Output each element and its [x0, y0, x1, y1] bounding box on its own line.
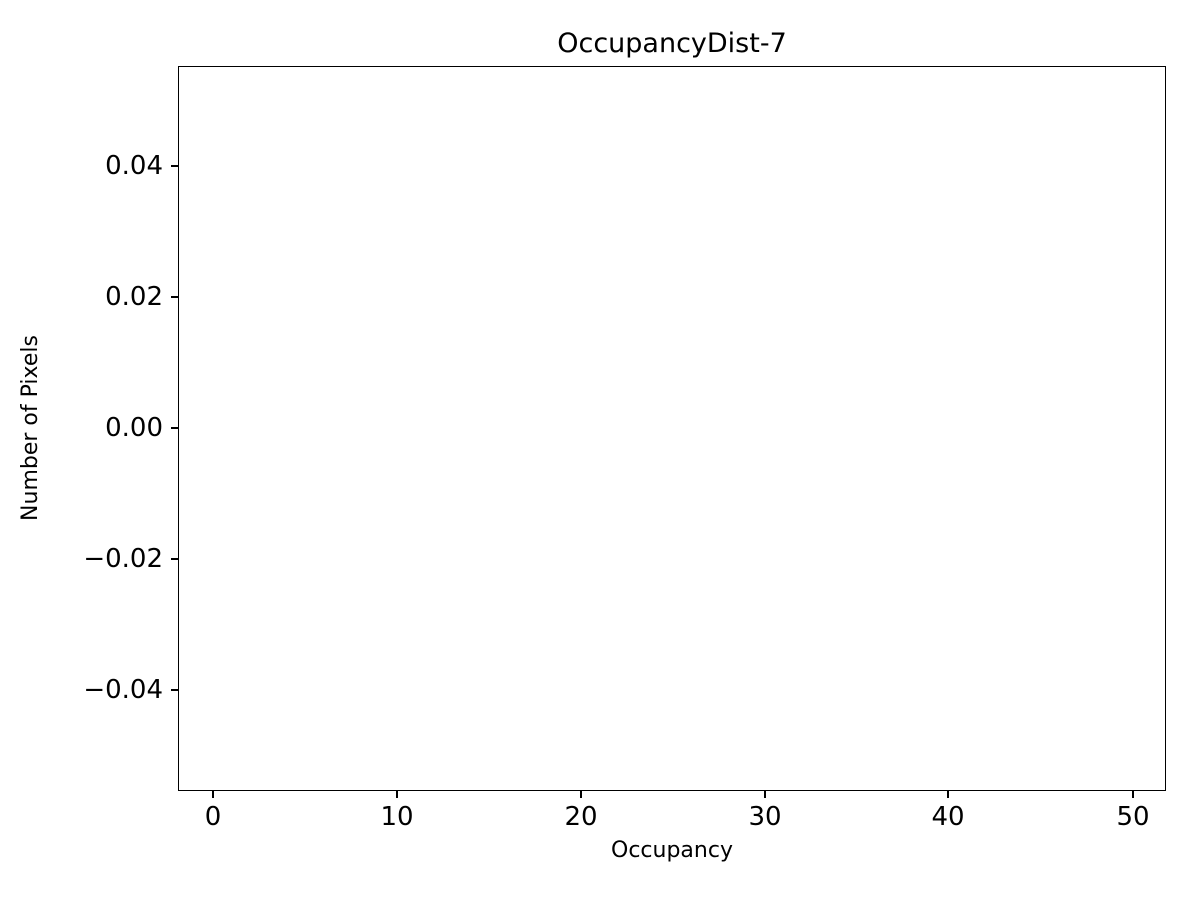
- x-axis-tick-mark: [764, 791, 766, 798]
- y-axis-label: Number of Pixels: [18, 335, 43, 521]
- y-axis-tick-label: 0.00: [105, 413, 163, 443]
- page-title: OccupancyDist-7: [557, 28, 787, 59]
- plot-data-area: [179, 67, 1165, 790]
- x-axis-tick-label: 50: [1116, 802, 1150, 832]
- plot-axes-frame: [178, 66, 1166, 791]
- x-axis-tick-label: 30: [748, 802, 782, 832]
- x-axis-label: Occupancy: [611, 838, 733, 863]
- x-axis-tick-label: 0: [204, 802, 222, 832]
- y-axis-tick-label: 0.04: [105, 151, 163, 181]
- y-axis-tick-mark: [171, 427, 178, 429]
- y-axis-tick-label: −0.04: [83, 675, 163, 705]
- x-axis-tick-mark: [212, 791, 214, 798]
- y-axis-tick-mark: [171, 689, 178, 691]
- x-axis-tick-label: 40: [931, 802, 965, 832]
- x-axis-tick-mark: [580, 791, 582, 798]
- y-axis-tick-mark: [171, 558, 178, 560]
- y-axis-tick-label: 0.02: [105, 282, 163, 312]
- x-axis-tick-mark: [396, 791, 398, 798]
- y-axis-tick-mark: [171, 296, 178, 298]
- y-axis-tick-mark: [171, 165, 178, 167]
- x-axis-tick-mark: [1132, 791, 1134, 798]
- x-axis-tick-label: 10: [380, 802, 414, 832]
- y-axis-tick-labels: 0.04 0.02 0.00 −0.02 −0.04: [0, 0, 163, 900]
- y-axis-tick-label: −0.02: [83, 544, 163, 574]
- x-axis-tick-mark: [947, 791, 949, 798]
- x-axis-tick-label: 20: [564, 802, 598, 832]
